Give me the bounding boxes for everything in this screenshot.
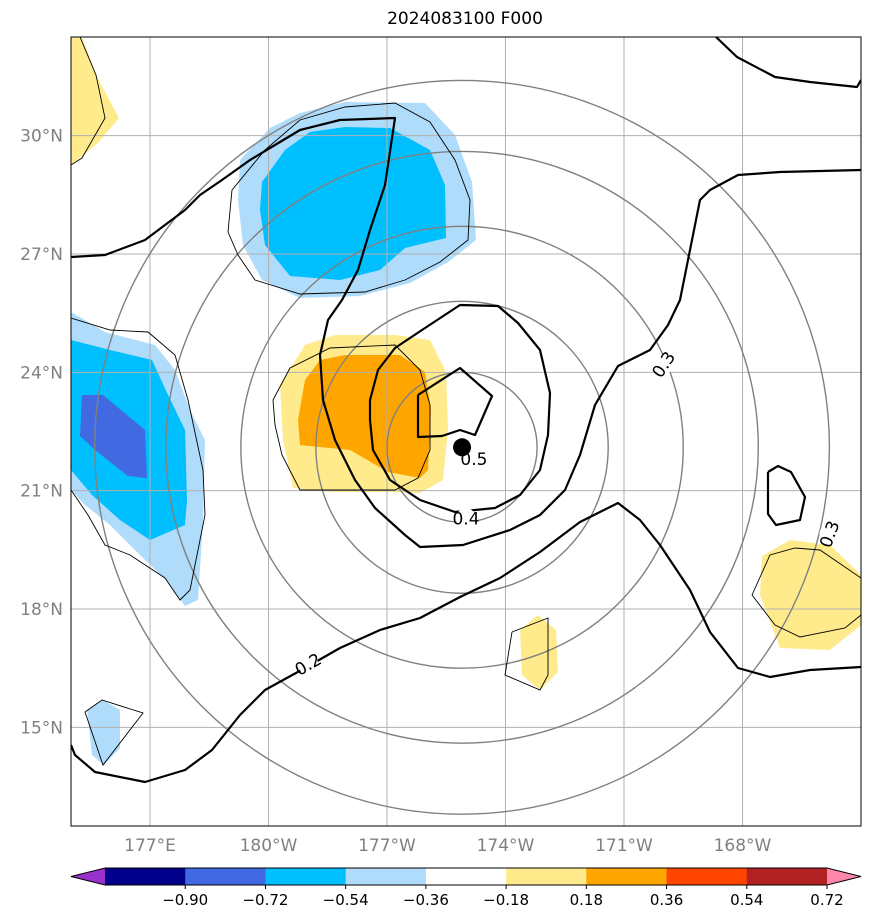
colorbar-tick-label: 0.72: [810, 891, 843, 909]
y-tick-label: 15°N: [20, 718, 63, 738]
thick-contour: [766, 464, 807, 527]
x-tick-label: 180°W: [240, 836, 298, 856]
x-tick-label: 177°E: [124, 836, 176, 856]
contour-label: 0.5: [460, 450, 487, 470]
shaded-region: [760, 540, 861, 650]
colorbar-bin: [105, 868, 186, 885]
colorbar-tick-label: 0.54: [730, 891, 763, 909]
shaded-region: [71, 37, 119, 165]
y-tick-label: 27°N: [20, 245, 63, 265]
y-tick-label: 30°N: [20, 127, 63, 147]
contour-label-bg: [298, 654, 318, 675]
shaded-region: [260, 127, 446, 280]
thick-contour: [71, 116, 861, 549]
colorbar-extend-high: [827, 868, 861, 885]
thick-contour: [71, 501, 861, 784]
contour-label-bg: [463, 449, 484, 470]
range-ring: [93, 79, 831, 815]
range-ring: [165, 150, 759, 744]
x-tick-label: 171°W: [595, 836, 653, 856]
contour-label: 0.3: [816, 518, 844, 550]
shade-outline: [272, 344, 431, 491]
colorbar-bin: [265, 868, 347, 885]
contour-label-bg: [653, 354, 674, 375]
y-tick-label: 21°N: [20, 482, 63, 502]
chart-title: 2024083100 F000: [387, 9, 543, 29]
contour-label: 0.3: [649, 348, 681, 382]
thick-contour: [368, 303, 552, 514]
colorbar-tick-label: 0.36: [650, 891, 683, 909]
colorbar-bin: [666, 868, 748, 885]
shade-outline: [71, 37, 106, 166]
colorbar-tick-label: −0.54: [323, 891, 369, 909]
shade-outline: [84, 699, 144, 766]
range-ring: [240, 225, 684, 669]
colorbar-bin: [506, 868, 587, 885]
shaded-region: [520, 615, 558, 690]
contour-label-bg: [456, 508, 476, 529]
colorbar-tick-label: −0.72: [242, 891, 288, 909]
colorbar-extend-low: [71, 868, 105, 885]
colorbar-tick-label: 0.18: [570, 891, 603, 909]
shade-outline: [504, 617, 549, 691]
colorbar-bin: [746, 868, 828, 885]
shade-outline: [71, 317, 206, 601]
colorbar-bin: [185, 868, 266, 885]
colorbar-tick-label: −0.90: [162, 891, 208, 909]
colorbar-bin: [345, 868, 427, 885]
shade-outline: [751, 547, 861, 638]
x-tick-label: 168°W: [714, 836, 772, 856]
contour-label-bg: [819, 524, 840, 545]
colorbar-bin: [586, 868, 668, 885]
x-tick-label: 177°W: [358, 836, 416, 856]
contour-label: 0.2: [292, 650, 325, 681]
y-tick-label: 18°N: [20, 600, 63, 620]
thick-contour: [715, 37, 861, 89]
plot-frame: [70, 36, 862, 827]
x-tick-label: 174°W: [477, 836, 535, 856]
range-ring: [315, 300, 609, 594]
storm-center-marker: [453, 438, 472, 457]
shaded-region: [87, 700, 120, 765]
shaded-region: [80, 395, 147, 478]
colorbar-tick-label: −0.18: [483, 891, 529, 909]
shaded-region: [298, 355, 431, 478]
y-tick-label: 24°N: [20, 363, 63, 383]
thick-contour: [416, 366, 494, 439]
shade-outline: [227, 102, 471, 295]
colorbar-outline: [70, 867, 862, 886]
contour-label: 0.4: [452, 509, 479, 529]
colorbar-bin: [425, 868, 507, 885]
colorbar-tick-label: −0.36: [403, 891, 449, 909]
